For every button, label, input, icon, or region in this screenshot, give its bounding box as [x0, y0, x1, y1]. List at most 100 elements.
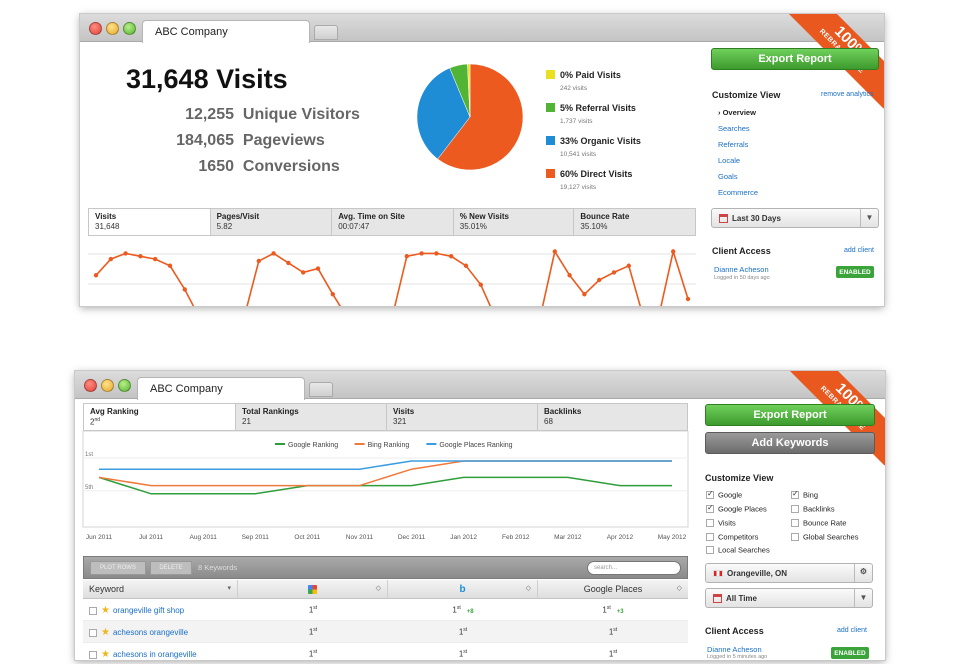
visits-point[interactable]	[153, 256, 158, 262]
visits-point[interactable]	[685, 296, 691, 302]
visits-point[interactable]	[404, 254, 409, 259]
visits-point[interactable]	[182, 287, 187, 292]
visits-point[interactable]	[301, 270, 306, 275]
visits-point[interactable]	[449, 254, 454, 259]
checkbox[interactable]	[706, 489, 714, 500]
check-global-searches[interactable]: Global Searches	[791, 532, 858, 542]
visits-point[interactable]	[478, 282, 483, 287]
check-google-places[interactable]: Google Places	[706, 503, 767, 514]
row-checkbox[interactable]	[89, 628, 97, 637]
tab-visits[interactable]: Visits 321	[387, 404, 538, 430]
check-google[interactable]: Google	[706, 489, 742, 500]
nav-goals[interactable]: Goals	[718, 172, 738, 181]
visits-point[interactable]	[597, 277, 602, 283]
checkbox[interactable]	[706, 533, 714, 542]
visits-point[interactable]	[286, 260, 291, 266]
minimize-window-button[interactable]	[101, 379, 114, 392]
location-select[interactable]: Orangeville, ON ⚙	[705, 563, 873, 583]
visits-point[interactable]	[123, 251, 128, 256]
add-client-link[interactable]: add client	[844, 247, 874, 254]
visits-point[interactable]	[315, 266, 321, 271]
client-status-badge[interactable]: ENABLED	[831, 647, 869, 659]
visits-point[interactable]	[671, 249, 676, 254]
visits-point[interactable]	[167, 263, 173, 268]
date-range-select[interactable]: Last 30 Days ▼	[711, 208, 879, 228]
checkbox[interactable]	[791, 489, 799, 500]
visits-point[interactable]	[463, 263, 469, 268]
visits-point[interactable]	[434, 251, 439, 256]
checkbox[interactable]	[791, 533, 799, 542]
date-range-select[interactable]: All Time ▼	[705, 588, 873, 608]
visits-point[interactable]	[108, 256, 113, 262]
add-client-link[interactable]: add client	[837, 627, 867, 634]
col-bing[interactable]: b ◇	[388, 580, 538, 598]
check-visits[interactable]: Visits	[706, 518, 736, 528]
add-keywords-button[interactable]: Add Keywords	[705, 432, 875, 454]
visits-point[interactable]	[567, 273, 572, 278]
visits-point[interactable]	[552, 249, 557, 254]
new-tab-button[interactable]	[314, 25, 338, 40]
tab-visits[interactable]: Visits 31,648	[89, 209, 211, 235]
tab-total-rankings[interactable]: Total Rankings 21	[236, 404, 387, 430]
browser-tab[interactable]: ABC Company	[137, 377, 305, 400]
browser-tab[interactable]: ABC Company	[142, 20, 310, 43]
delete-button[interactable]: DELETE	[150, 561, 192, 575]
col-google-places[interactable]: Google Places ◇	[538, 580, 688, 598]
checkbox[interactable]	[791, 505, 799, 514]
zoom-window-button[interactable]	[118, 379, 131, 392]
check-bounce-rate[interactable]: Bounce Rate	[791, 518, 846, 528]
visits-point[interactable]	[582, 292, 587, 297]
table-row[interactable]: ★ achesons orangeville 1st 1st 1st	[83, 621, 688, 643]
keyword-link[interactable]: orangeville gift shop	[112, 606, 185, 615]
visits-point[interactable]	[626, 263, 631, 268]
visits-point[interactable]	[138, 254, 143, 259]
keyword-link[interactable]: achesons orangeville	[112, 628, 189, 637]
client-name[interactable]: Dianne Acheson	[707, 645, 762, 654]
check-local-searches[interactable]: Local Searches	[706, 545, 770, 555]
star-icon[interactable]: ★	[101, 649, 110, 660]
gear-icon[interactable]: ⚙	[854, 564, 872, 582]
nav-overview[interactable]: › Overview	[718, 108, 756, 117]
checkbox[interactable]	[791, 519, 799, 528]
row-checkbox[interactable]	[89, 606, 97, 615]
visits-point[interactable]	[330, 292, 335, 297]
col-google[interactable]: ◇	[238, 580, 388, 598]
search-input[interactable]: search...	[587, 561, 681, 575]
new-tab-button[interactable]	[309, 382, 333, 397]
visits-point[interactable]	[256, 258, 261, 264]
table-row[interactable]: ★ achesons in orangeville 1st 1st 1st	[83, 643, 688, 660]
check-backlinks[interactable]: Backlinks	[791, 504, 835, 514]
export-report-button[interactable]: Export Report	[711, 48, 879, 70]
checkbox[interactable]	[706, 546, 714, 555]
nav-referrals[interactable]: Referrals	[718, 140, 749, 149]
check-bing[interactable]: Bing	[791, 489, 818, 500]
star-icon[interactable]: ★	[101, 627, 110, 638]
visits-point[interactable]	[419, 251, 424, 256]
col-keyword[interactable]: Keyword ▾	[83, 580, 238, 598]
checkbox[interactable]	[706, 519, 714, 528]
nav-searches[interactable]: Searches	[718, 124, 750, 133]
check-competitors[interactable]: Competitors	[706, 532, 758, 542]
nav-locale[interactable]: Locale	[718, 156, 741, 165]
close-window-button[interactable]	[84, 379, 97, 392]
tab-avg-time[interactable]: Avg. Time on Site 00:07:47	[332, 209, 454, 235]
visits-point[interactable]	[611, 270, 617, 275]
checkbox[interactable]	[706, 503, 714, 514]
nav-ecommerce[interactable]: Ecommerce	[718, 188, 759, 197]
tab-new-visits[interactable]: % New Visits 35.01%	[454, 209, 575, 235]
minimize-window-button[interactable]	[106, 22, 119, 35]
remove-analytics-link[interactable]: remove analytics	[821, 91, 874, 98]
keyword-link[interactable]: achesons in orangeville	[112, 650, 197, 659]
close-window-button[interactable]	[89, 22, 102, 35]
tab-backlinks[interactable]: Backlinks 68	[538, 404, 687, 430]
export-report-button[interactable]: Export Report	[705, 404, 875, 426]
table-row[interactable]: ★ orangeville gift shop 1st 1st+8 1st+3	[83, 599, 688, 621]
client-name[interactable]: Dianne Acheson	[714, 265, 769, 274]
row-checkbox[interactable]	[89, 650, 97, 659]
tab-bounce-rate[interactable]: Bounce Rate 35.10%	[574, 209, 695, 235]
tab-pages-visit[interactable]: Pages/Visit 5.82	[211, 209, 333, 235]
tab-avg-ranking[interactable]: Avg Ranking 2nd	[84, 404, 236, 430]
plot-rows-button[interactable]: PLOT ROWS	[90, 561, 146, 575]
zoom-window-button[interactable]	[123, 22, 136, 35]
visits-point[interactable]	[93, 273, 99, 278]
